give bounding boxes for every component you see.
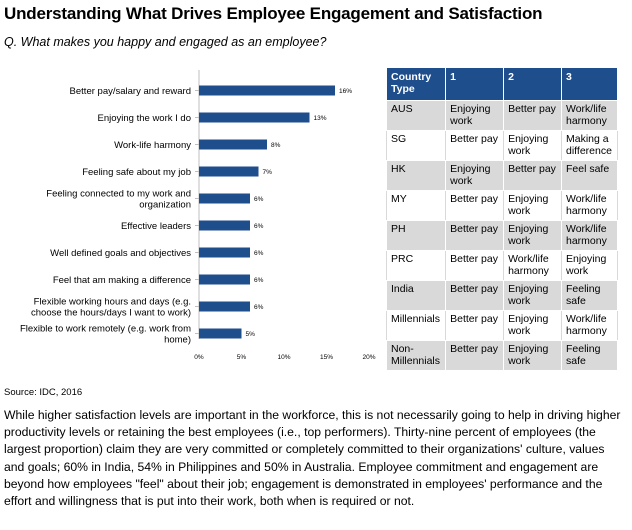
country-ranking-table: Country Type 1 2 3 AUS Enjoying work Better pay…	[385, 67, 618, 371]
table-row: PRC Better pay Work/life harmony Enjoying wor…	[385, 250, 618, 281]
bar-chart: Better pay/salary and reward 16% Enjoying …	[20, 70, 376, 361]
table-cell: Feeling safe	[561, 280, 618, 311]
bar	[199, 274, 250, 285]
table-cell: Work/life harmony	[503, 250, 562, 281]
table-cell: Better pay	[503, 100, 562, 131]
table-cell: PRC	[385, 250, 447, 281]
table-cell: Better pay	[445, 340, 505, 371]
table-header-cell: 2	[503, 67, 562, 101]
table-cell: Better pay	[445, 130, 505, 161]
table-row: PH Better pay Enjoying work Work/life harmony	[385, 220, 618, 251]
x-tick-label: 0%	[194, 354, 204, 361]
table-cell: Millennials	[385, 310, 447, 341]
bar	[199, 247, 250, 258]
bar-value-label: 6%	[254, 304, 264, 311]
bar-value-label: 8%	[271, 142, 281, 149]
table-header-cell: Country Type	[385, 67, 447, 101]
bar-value-label: 6%	[254, 277, 264, 284]
table-row: SG Better pay Enjoying work Making a differen…	[385, 130, 618, 161]
table-cell: Better pay	[445, 190, 505, 221]
category-label: Feeling connected to my work and organiza…	[46, 189, 191, 211]
category-label: Work-life harmony	[114, 140, 191, 151]
table-cell: Work/life harmony	[561, 100, 618, 131]
table-row: Non- Millennials Better pay Enjoying work Fee…	[385, 340, 618, 371]
table-cell: Work/life harmony	[561, 220, 618, 251]
table-cell: Enjoying work	[445, 160, 505, 191]
table-row: India Better pay Enjoying work Feeling safe	[385, 280, 618, 311]
bar	[199, 220, 250, 231]
category-label: Effective leaders	[121, 221, 191, 232]
table-cell: Making a difference	[561, 130, 618, 161]
bar-value-label: 6%	[254, 250, 264, 257]
bar	[199, 139, 267, 150]
bar-value-label: 13%	[314, 115, 327, 122]
bar	[199, 166, 259, 177]
survey-question: Q. What makes you happy and engaged as a…	[4, 35, 327, 49]
table-cell: Enjoying work	[445, 100, 505, 131]
category-label: Well defined goals and objectives	[50, 248, 191, 259]
table-cell: Enjoying work	[503, 130, 562, 161]
table-cell: Non- Millennials	[385, 340, 447, 371]
table-row: HK Enjoying work Better pay Feel safe	[385, 160, 618, 191]
table-header-row: Country Type 1 2 3	[385, 67, 618, 101]
bar-value-label: 6%	[254, 223, 264, 230]
table-cell: PH	[385, 220, 447, 251]
category-label: Flexible to work remotely (e.g. work fro…	[20, 324, 191, 346]
table-cell: AUS	[385, 100, 447, 131]
bar	[199, 301, 250, 312]
table-cell: Feel safe	[561, 160, 618, 191]
bar-value-label: 6%	[254, 196, 264, 203]
table-cell: Better pay	[503, 160, 562, 191]
category-label: Better pay/salary and reward	[70, 86, 191, 97]
table-cell: SG	[385, 130, 447, 161]
table-cell: Enjoying work	[561, 250, 618, 281]
table-cell: Better pay	[445, 280, 505, 311]
category-label: Enjoying the work I do	[98, 113, 191, 124]
table-cell: Enjoying work	[503, 310, 562, 341]
table-row: MY Better pay Enjoying work Work/life harmony	[385, 190, 618, 221]
page-title: Understanding What Drives Employee Engag…	[4, 4, 543, 23]
bar	[199, 112, 310, 123]
category-label: Feeling safe about my job	[82, 167, 191, 178]
table-row: AUS Enjoying work Better pay Work/life harmon…	[385, 100, 618, 131]
bar-value-label: 5%	[246, 331, 256, 338]
body-paragraph: While higher satisfaction levels are imp…	[4, 408, 621, 509]
table-cell: Work/life harmony	[561, 190, 618, 221]
table-body: AUS Enjoying work Better pay Work/life harmon…	[385, 100, 618, 371]
table-cell: Work/life harmony	[561, 310, 618, 341]
category-label: Feel that am making a difference	[53, 275, 191, 286]
table-cell: Better pay	[445, 220, 505, 251]
table-cell: Feeling safe	[561, 340, 618, 371]
bar-value-label: 7%	[263, 169, 273, 176]
table-cell: Better pay	[445, 310, 505, 341]
table-cell: HK	[385, 160, 447, 191]
category-label: Flexible working hours and days (e.g. cho…	[31, 297, 191, 319]
table-cell: Better pay	[445, 250, 505, 281]
source-note: Source: IDC, 2016	[4, 387, 83, 398]
bar	[199, 328, 242, 339]
bar	[199, 193, 250, 204]
bar-value-label: 16%	[339, 88, 352, 95]
x-tick-label: 20%	[362, 354, 375, 361]
table-cell: Enjoying work	[503, 190, 562, 221]
bar	[199, 85, 335, 96]
table-row: Millennials Better pay Enjoying work Work/li…	[385, 310, 618, 341]
table-cell: India	[385, 280, 447, 311]
x-tick-label: 5%	[237, 354, 247, 361]
table-cell: Enjoying work	[503, 340, 562, 371]
table-header-cell: 1	[445, 67, 505, 101]
x-tick-label: 10%	[277, 354, 290, 361]
table-cell: Enjoying work	[503, 280, 562, 311]
table-cell: Enjoying work	[503, 220, 562, 251]
x-tick-label: 15%	[320, 354, 333, 361]
table-header-cell: 3	[561, 67, 618, 101]
table-cell: MY	[385, 190, 447, 221]
